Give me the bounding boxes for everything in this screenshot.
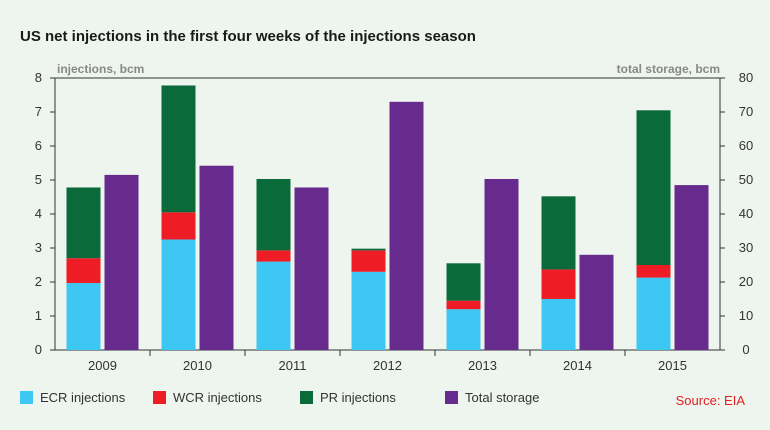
bar-ecr-injections-2013 bbox=[446, 309, 481, 350]
plot-area bbox=[54, 77, 721, 351]
legend-swatch-wcr-injections bbox=[153, 391, 166, 404]
legend-label-wcr-injections: WCR injections bbox=[173, 390, 262, 405]
bar-pr-injections-2010 bbox=[161, 85, 196, 213]
x-axis: 2009 2010 2011 2012 2013 2014 2015 bbox=[88, 350, 687, 373]
bar-ecr-injections-2014 bbox=[541, 299, 576, 350]
bar-wcr-injections-2009 bbox=[66, 258, 101, 284]
x-tick-label-2010: 2010 bbox=[183, 358, 212, 373]
left-tick-label-5: 5 bbox=[35, 172, 42, 187]
left-axis: 0 1 2 3 4 5 6 7 8 bbox=[35, 70, 55, 357]
right-tick-label-20: 20 bbox=[739, 274, 753, 289]
right-tick-label-10: 10 bbox=[739, 308, 753, 323]
legend-label-pr-injections: PR injections bbox=[320, 390, 396, 405]
bar-total-storage-2014 bbox=[579, 254, 614, 350]
plot-border bbox=[54, 77, 721, 351]
bar-ecr-injections-2010 bbox=[161, 239, 196, 350]
legend-label-ecr-injections: ECR injections bbox=[40, 390, 126, 405]
legend-swatch-pr-injections bbox=[300, 391, 313, 404]
bar-pr-injections-2013 bbox=[446, 263, 481, 301]
bar-ecr-injections-2015 bbox=[636, 277, 671, 350]
left-tick-label-8: 8 bbox=[35, 70, 42, 85]
legend-swatch-total-storage bbox=[445, 391, 458, 404]
left-axis-label: injections, bcm bbox=[57, 62, 144, 76]
left-tick-label-4: 4 bbox=[35, 206, 42, 221]
left-tick-label-0: 0 bbox=[35, 342, 42, 357]
bar-wcr-injections-2012 bbox=[351, 250, 386, 272]
legend: ECR injections WCR injections PR injection… bbox=[20, 390, 539, 405]
x-tick-label-2009: 2009 bbox=[88, 358, 117, 373]
legend-swatch-ecr-injections bbox=[20, 391, 33, 404]
left-tick-label-2: 2 bbox=[35, 274, 42, 289]
bar-wcr-injections-2015 bbox=[636, 265, 671, 278]
x-tick-label-2012: 2012 bbox=[373, 358, 402, 373]
bar-pr-injections-2014 bbox=[541, 196, 576, 270]
bar-total-storage-2012 bbox=[389, 101, 424, 350]
bar-pr-injections-2015 bbox=[636, 110, 671, 265]
x-tick-label-2013: 2013 bbox=[468, 358, 497, 373]
bar-wcr-injections-2013 bbox=[446, 300, 481, 310]
right-tick-label-60: 60 bbox=[739, 138, 753, 153]
x-tick-label-2014: 2014 bbox=[563, 358, 592, 373]
bar-ecr-injections-2011 bbox=[256, 261, 291, 350]
source-note: Source: EIA bbox=[676, 393, 746, 408]
left-tick-label-1: 1 bbox=[35, 308, 42, 323]
bars-group bbox=[66, 85, 709, 350]
left-tick-label-6: 6 bbox=[35, 138, 42, 153]
right-tick-label-50: 50 bbox=[739, 172, 753, 187]
bar-total-storage-2010 bbox=[199, 165, 234, 350]
bar-total-storage-2011 bbox=[294, 187, 329, 350]
bar-pr-injections-2011 bbox=[256, 178, 291, 251]
bar-wcr-injections-2010 bbox=[161, 212, 196, 240]
legend-label-total-storage: Total storage bbox=[465, 390, 539, 405]
left-tick-label-7: 7 bbox=[35, 104, 42, 119]
right-tick-label-0: 0 bbox=[742, 342, 749, 357]
bar-ecr-injections-2012 bbox=[351, 271, 386, 350]
bar-wcr-injections-2014 bbox=[541, 269, 576, 299]
left-tick-label-3: 3 bbox=[35, 240, 42, 255]
x-tick-label-2011: 2011 bbox=[279, 358, 307, 373]
bar-total-storage-2013 bbox=[484, 178, 519, 350]
x-tick-label-2015: 2015 bbox=[658, 358, 687, 373]
bar-total-storage-2009 bbox=[104, 174, 139, 350]
right-tick-label-30: 30 bbox=[739, 240, 753, 255]
right-axis: 0 10 20 30 40 50 60 70 80 bbox=[720, 70, 753, 357]
bar-wcr-injections-2011 bbox=[256, 250, 291, 262]
bar-ecr-injections-2009 bbox=[66, 283, 101, 350]
right-tick-label-40: 40 bbox=[739, 206, 753, 221]
chart-title: US net injections in the first four week… bbox=[20, 28, 476, 45]
bar-total-storage-2015 bbox=[674, 185, 709, 350]
right-axis-label: total storage, bcm bbox=[617, 62, 720, 76]
bar-pr-injections-2012 bbox=[351, 248, 386, 251]
right-tick-label-80: 80 bbox=[739, 70, 753, 85]
bar-pr-injections-2009 bbox=[66, 187, 101, 259]
right-tick-label-70: 70 bbox=[739, 104, 753, 119]
